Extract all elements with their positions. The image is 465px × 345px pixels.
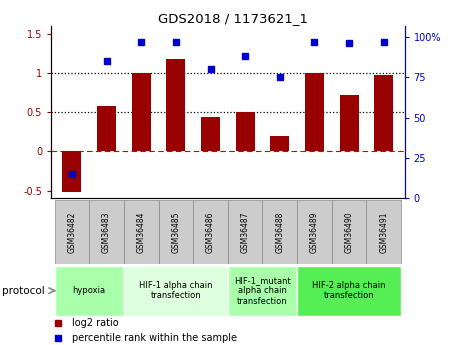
Bar [263, 200, 297, 264]
Bar [305, 73, 324, 151]
Bar [332, 200, 366, 264]
Bar [132, 73, 151, 151]
Bar [97, 106, 116, 151]
Text: GSM36484: GSM36484 [137, 211, 146, 253]
Bar [228, 266, 297, 316]
Text: protocol: protocol [2, 286, 45, 296]
Text: GSM36488: GSM36488 [275, 211, 284, 253]
Text: GDS2018 / 1173621_1: GDS2018 / 1173621_1 [158, 12, 307, 25]
Bar [166, 59, 186, 151]
Bar [270, 136, 289, 151]
Text: GSM36485: GSM36485 [172, 211, 180, 253]
Bar [339, 95, 359, 151]
Text: hypoxia: hypoxia [73, 286, 106, 295]
Bar [201, 117, 220, 151]
Bar [374, 75, 393, 151]
Bar [228, 200, 263, 264]
Text: HIF-2 alpha chain
transfection: HIF-2 alpha chain transfection [312, 281, 386, 300]
Bar [159, 200, 193, 264]
Text: HIF-1_mutant
alpha chain
transfection: HIF-1_mutant alpha chain transfection [234, 276, 291, 306]
Bar [124, 266, 228, 316]
Text: HIF-1 alpha chain
transfection: HIF-1 alpha chain transfection [139, 281, 213, 300]
Text: GSM36482: GSM36482 [67, 211, 76, 253]
Bar [236, 112, 255, 151]
Bar [124, 200, 159, 264]
Text: GSM36487: GSM36487 [241, 211, 250, 253]
Bar [89, 200, 124, 264]
Bar [193, 200, 228, 264]
Bar [297, 266, 401, 316]
Text: GSM36486: GSM36486 [206, 211, 215, 253]
Bar [297, 200, 332, 264]
Bar [62, 151, 81, 192]
Text: GSM36483: GSM36483 [102, 211, 111, 253]
Bar [54, 200, 89, 264]
Text: GSM36490: GSM36490 [345, 211, 353, 253]
Bar [366, 200, 401, 264]
Bar [54, 266, 124, 316]
Text: log2 ratio: log2 ratio [73, 318, 119, 328]
Text: GSM36489: GSM36489 [310, 211, 319, 253]
Text: GSM36491: GSM36491 [379, 211, 388, 253]
Text: percentile rank within the sample: percentile rank within the sample [73, 333, 237, 343]
